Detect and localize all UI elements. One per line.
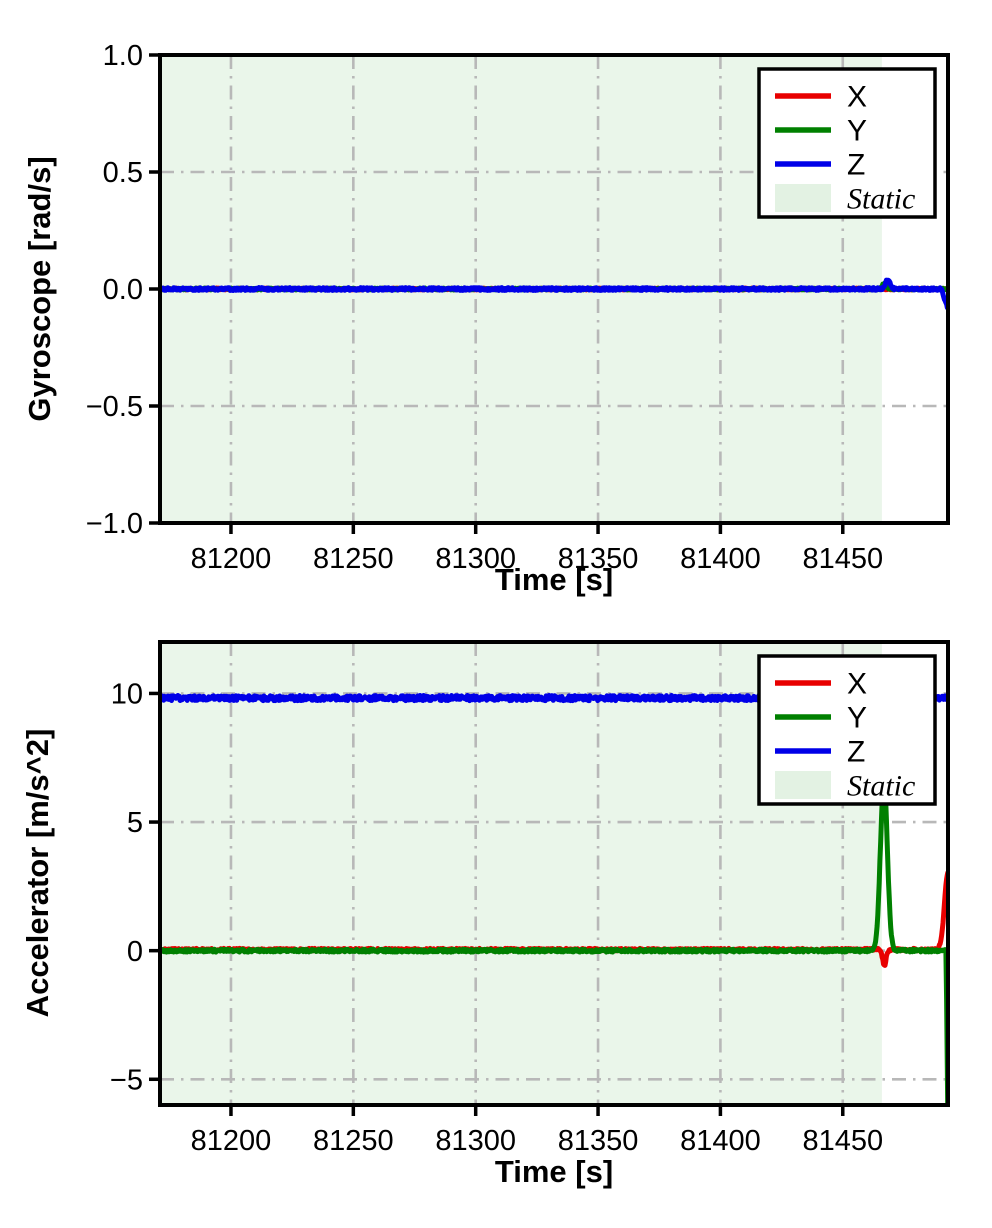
axes-spines [158,640,950,1107]
legend-static-patch-swatch [775,771,831,799]
x-tick-label: 81450 [802,1125,883,1157]
gyroscope-y-axis-label: Gyroscope [rad/s] [22,156,57,422]
legend-static-patch-swatch [775,184,831,212]
legend-label-x: X [847,81,867,114]
y-tick-label: −5 [110,1064,143,1096]
y-tick-label: 10 [111,679,143,711]
x-tick-label: 81300 [435,1125,516,1157]
tick-marks [149,53,845,534]
legend-label-x: X [847,668,867,701]
tick-labels: 81200 81250 81300 81350 81400 81450 10 5 0 −5 [110,679,883,1157]
tick-labels: 81200 81250 81300 81350 81400 81450 1.0 0.5 0.0 −… [86,40,883,575]
legend-label-y: Y [847,115,867,148]
x-tick-label: 81200 [191,543,272,575]
y-tick-label: −1.0 [86,508,143,540]
x-tick-label: 81450 [802,543,883,575]
accelerator-x-axis-label: Time [s] [494,1154,614,1189]
accelerator-panel: 81200 81250 81300 81350 81400 81450 10 5 0 −5 XYZS… [110,640,950,1157]
gyroscope-panel: 81200 81250 81300 81350 81400 81450 1.0 0.5 0.0 −… [86,40,950,575]
y-tick-label: 1.0 [103,40,143,72]
x-tick-label: 81350 [558,543,639,575]
gyroscope-x-axis-label: Time [s] [494,562,614,597]
series-z-line [160,277,948,311]
tick-marks [149,691,845,1116]
x-tick-label: 81400 [680,543,761,575]
y-tick-label: 0.0 [103,274,143,306]
accelerator-y-axis-label: Accelerator [m/s^2] [20,728,55,1018]
y-tick-label: 0.5 [103,157,143,189]
legend-label-z: Z [847,149,865,182]
x-tick-label: 81400 [680,1125,761,1157]
x-tick-label: 81350 [558,1125,639,1157]
y-tick-label: 0 [127,936,143,968]
legend-label-y: Y [847,702,867,735]
legend-label-static: Static [847,770,915,803]
series-group [160,277,948,311]
x-tick-label: 81300 [435,543,516,575]
legend-label-static: Static [847,183,915,216]
legend-label-z: Z [847,736,865,769]
y-tick-label: 5 [127,807,143,839]
x-tick-label: 81250 [313,1125,394,1157]
x-tick-label: 81250 [313,543,394,575]
x-tick-label: 81200 [191,1125,272,1157]
y-tick-label: −0.5 [86,391,143,423]
series-y-line [160,778,948,1105]
